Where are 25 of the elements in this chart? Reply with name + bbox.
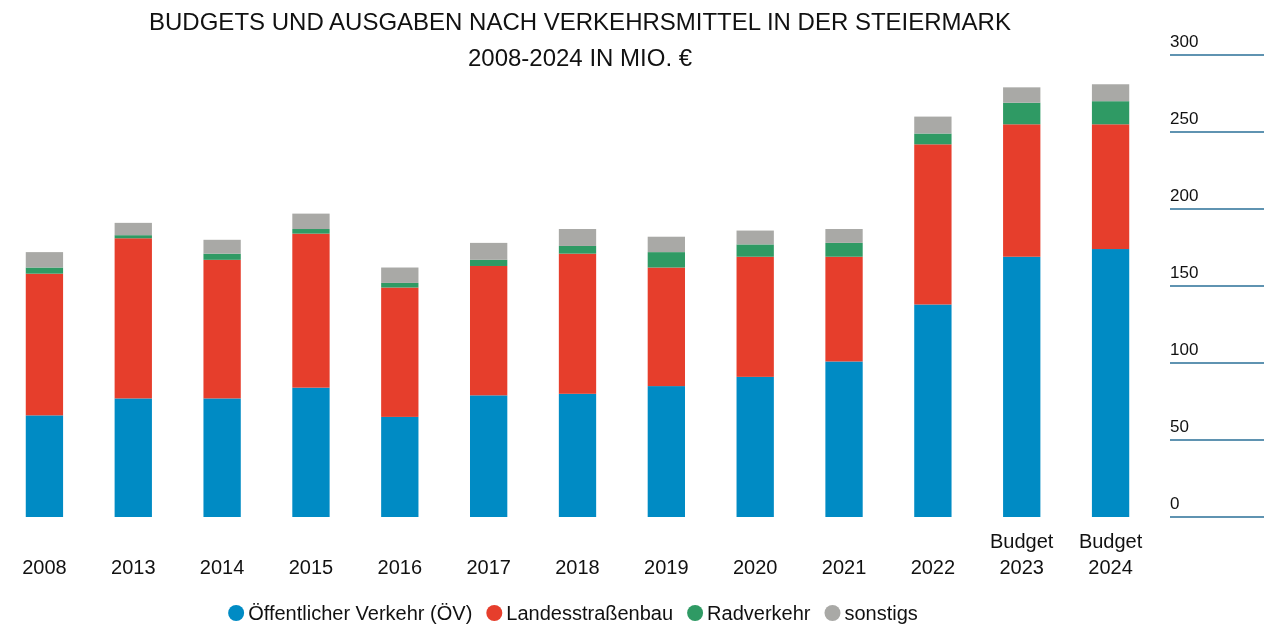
x-tick-label: Budget 2023 xyxy=(990,530,1054,578)
x-tick-label: 2021 xyxy=(821,556,867,578)
y-tick-label: 300 xyxy=(1170,32,1199,51)
chart-title: BUDGETS UND AUSGABEN NACH VERKEHRSMITTEL IN DER STEIERMARK 2008-2024 IN MIO. € xyxy=(149,8,1011,71)
y-tick-label: 50 xyxy=(1170,417,1189,436)
x-tick-label: 2017 xyxy=(466,556,511,578)
y-tick-label: 200 xyxy=(1170,186,1199,205)
x-tick-label: 2022 xyxy=(910,556,956,578)
legend-label: Öffentlicher Verkehr (ÖV) xyxy=(248,602,473,624)
legend-label: Landesstraßenbau xyxy=(506,602,674,624)
x-tick-label: 2013 xyxy=(111,556,156,578)
x-tick-label: 2008 xyxy=(22,556,67,578)
x-tick-label: 2019 xyxy=(644,556,689,578)
y-tick-label: 100 xyxy=(1170,340,1199,359)
y-tick-label: 150 xyxy=(1170,263,1199,282)
x-tick-label: Budget 2024 xyxy=(1078,530,1143,578)
x-tick-label: 2016 xyxy=(377,556,423,578)
legend-label: Radverkehr xyxy=(707,602,811,624)
x-tick-label: 2014 xyxy=(199,556,245,578)
y-tick-label: 0 xyxy=(1170,494,1180,513)
x-tick-label: 2020 xyxy=(732,556,778,578)
y-tick-label: 250 xyxy=(1170,109,1199,128)
x-tick-label: 2018 xyxy=(555,556,600,578)
legend-label: sonstigs xyxy=(844,602,918,624)
x-tick-label: 2015 xyxy=(288,556,334,578)
